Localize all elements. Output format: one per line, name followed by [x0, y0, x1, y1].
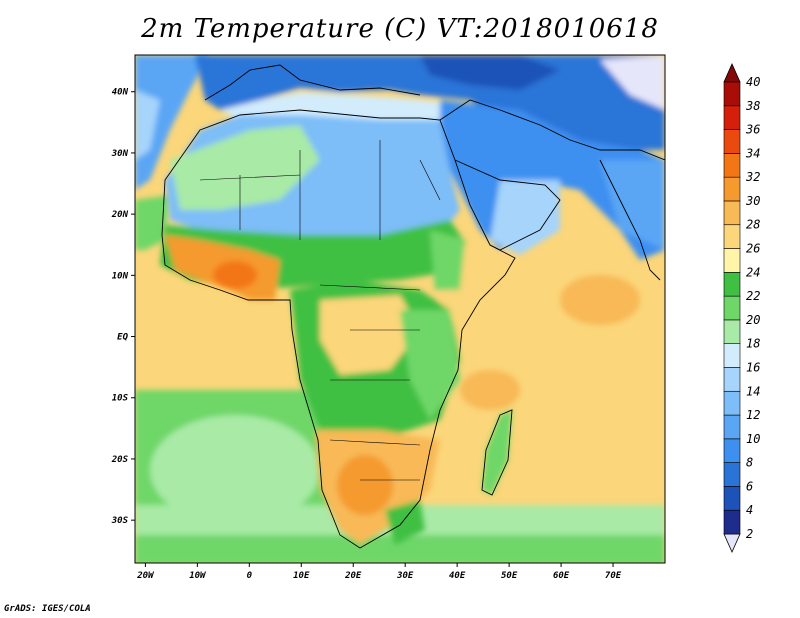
north-atlantic-blue — [135, 55, 210, 190]
colorbar-label: 40 — [746, 75, 760, 89]
colorbar-label: 4 — [746, 503, 753, 517]
plot-frame — [134, 54, 666, 564]
land-iran — [600, 160, 665, 250]
colorbar-label: 32 — [745, 170, 760, 184]
lon-tick-label: 10E — [293, 571, 310, 581]
indian-ocean-warm — [460, 370, 520, 410]
north-atlantic-green — [135, 195, 170, 250]
land-congo-warm — [320, 295, 420, 375]
colorbar-swatch — [723, 153, 741, 178]
lon-tick-label: 60E — [553, 571, 570, 581]
lat-tick-label: 20N — [111, 210, 129, 220]
colorbar-label: 12 — [746, 408, 760, 422]
colorbar-label: 36 — [745, 123, 760, 137]
colorbar-swatch — [723, 414, 741, 440]
lat-tick-label: 30S — [111, 516, 129, 526]
colorbar-swatch — [723, 509, 741, 535]
land-madagascar — [482, 410, 512, 495]
lon-tick-label: 70E — [605, 571, 622, 581]
lat-tick-label: 40N — [112, 88, 129, 98]
arabia-coast — [454, 159, 561, 251]
colorbar-label: 18 — [746, 337, 760, 351]
colorbar-swatch — [723, 81, 741, 107]
colorbar-swatch — [723, 295, 741, 321]
colorbar-label: 14 — [746, 384, 760, 398]
colorbar-label: 24 — [746, 265, 760, 279]
colorbar-swatch — [723, 367, 741, 392]
map-field — [135, 55, 665, 563]
lon-tick-label: 40E — [449, 571, 466, 581]
land-kalahari-hot — [337, 455, 393, 515]
land-drakensberg — [385, 500, 425, 545]
lat-tick-label: 20S — [111, 455, 129, 465]
madagascar-coast — [481, 409, 513, 496]
africa-coast — [161, 109, 516, 549]
arabian-sea-warm — [560, 275, 640, 325]
colorbar-swatch — [723, 176, 741, 202]
north-atlantic-light — [135, 90, 160, 160]
footer-credit: GrADS: IGES/COLA — [4, 604, 91, 614]
lat-tick-label: EQ — [117, 333, 128, 343]
colorbar-label: 16 — [746, 360, 760, 374]
lat-tick-label: 10S — [112, 394, 129, 404]
chart-title: 2m Temperature (C) VT:2018010618 — [141, 14, 659, 44]
europe-coast — [204, 64, 421, 101]
country-borders — [199, 140, 441, 481]
colorbar-label: 28 — [746, 218, 760, 232]
land-west-sahara — [170, 125, 320, 210]
lat-tick-labels: 40N 30N 20N 10N EQ 10S 20S 30S — [111, 88, 135, 526]
colorbar-swatch — [723, 438, 741, 463]
colorbar-label: 6 — [746, 479, 753, 493]
colorbar-swatch — [723, 390, 741, 416]
colorbar-swatch — [723, 248, 741, 273]
colorbar-label: 30 — [745, 194, 760, 208]
lon-tick-label: 50E — [501, 571, 518, 581]
colorbar-swatch — [723, 200, 741, 226]
land-east-africa — [400, 310, 460, 420]
middle-east-coast — [439, 99, 665, 161]
colorbar-label: 22 — [746, 289, 760, 303]
colorbar-label: 26 — [746, 242, 760, 256]
colorbar-swatch — [723, 129, 741, 154]
land-west-africa-hottest — [213, 261, 257, 289]
land-europe-cold — [420, 55, 560, 90]
colorbar-swatch — [723, 486, 741, 511]
colorbar-label: 10 — [746, 432, 760, 446]
colorbar-swatch — [723, 105, 741, 130]
colorbar-label: 38 — [745, 99, 760, 113]
colorbar-label: 8 — [746, 456, 753, 470]
colorbar-swatch — [723, 462, 741, 487]
lon-tick-labels: 20W 10W 0 10E 20E 30E 40E 50E 60E 70E — [136, 563, 622, 581]
india-coast — [599, 159, 661, 281]
coastlines — [161, 64, 665, 549]
colorbar-swatch — [723, 272, 741, 297]
lon-tick-label: 20W — [136, 571, 155, 581]
south-atlantic-cool — [150, 415, 320, 525]
lon-tick-label: 10W — [189, 571, 207, 581]
colorbar-label: 20 — [746, 313, 760, 327]
lon-tick-label: 20E — [344, 571, 362, 581]
colorbar-max-arrow — [723, 63, 741, 83]
colorbar-swatch — [723, 319, 741, 344]
lon-tick-label: 0 — [247, 571, 253, 581]
land-arabia-south — [490, 180, 560, 255]
lat-tick-label: 10N — [112, 271, 129, 281]
colorbar-min-arrow — [723, 533, 741, 553]
lon-tick-label: 30E — [396, 571, 414, 581]
land-central-asia-cold — [600, 55, 665, 110]
colorbar-swatch — [723, 343, 741, 368]
lat-tick-label: 30N — [111, 149, 129, 159]
colorbar-label: 34 — [745, 146, 760, 160]
land-ethiopia — [430, 230, 465, 290]
colorbar-swatch — [723, 224, 741, 249]
colorbar-label: 2 — [746, 527, 753, 541]
